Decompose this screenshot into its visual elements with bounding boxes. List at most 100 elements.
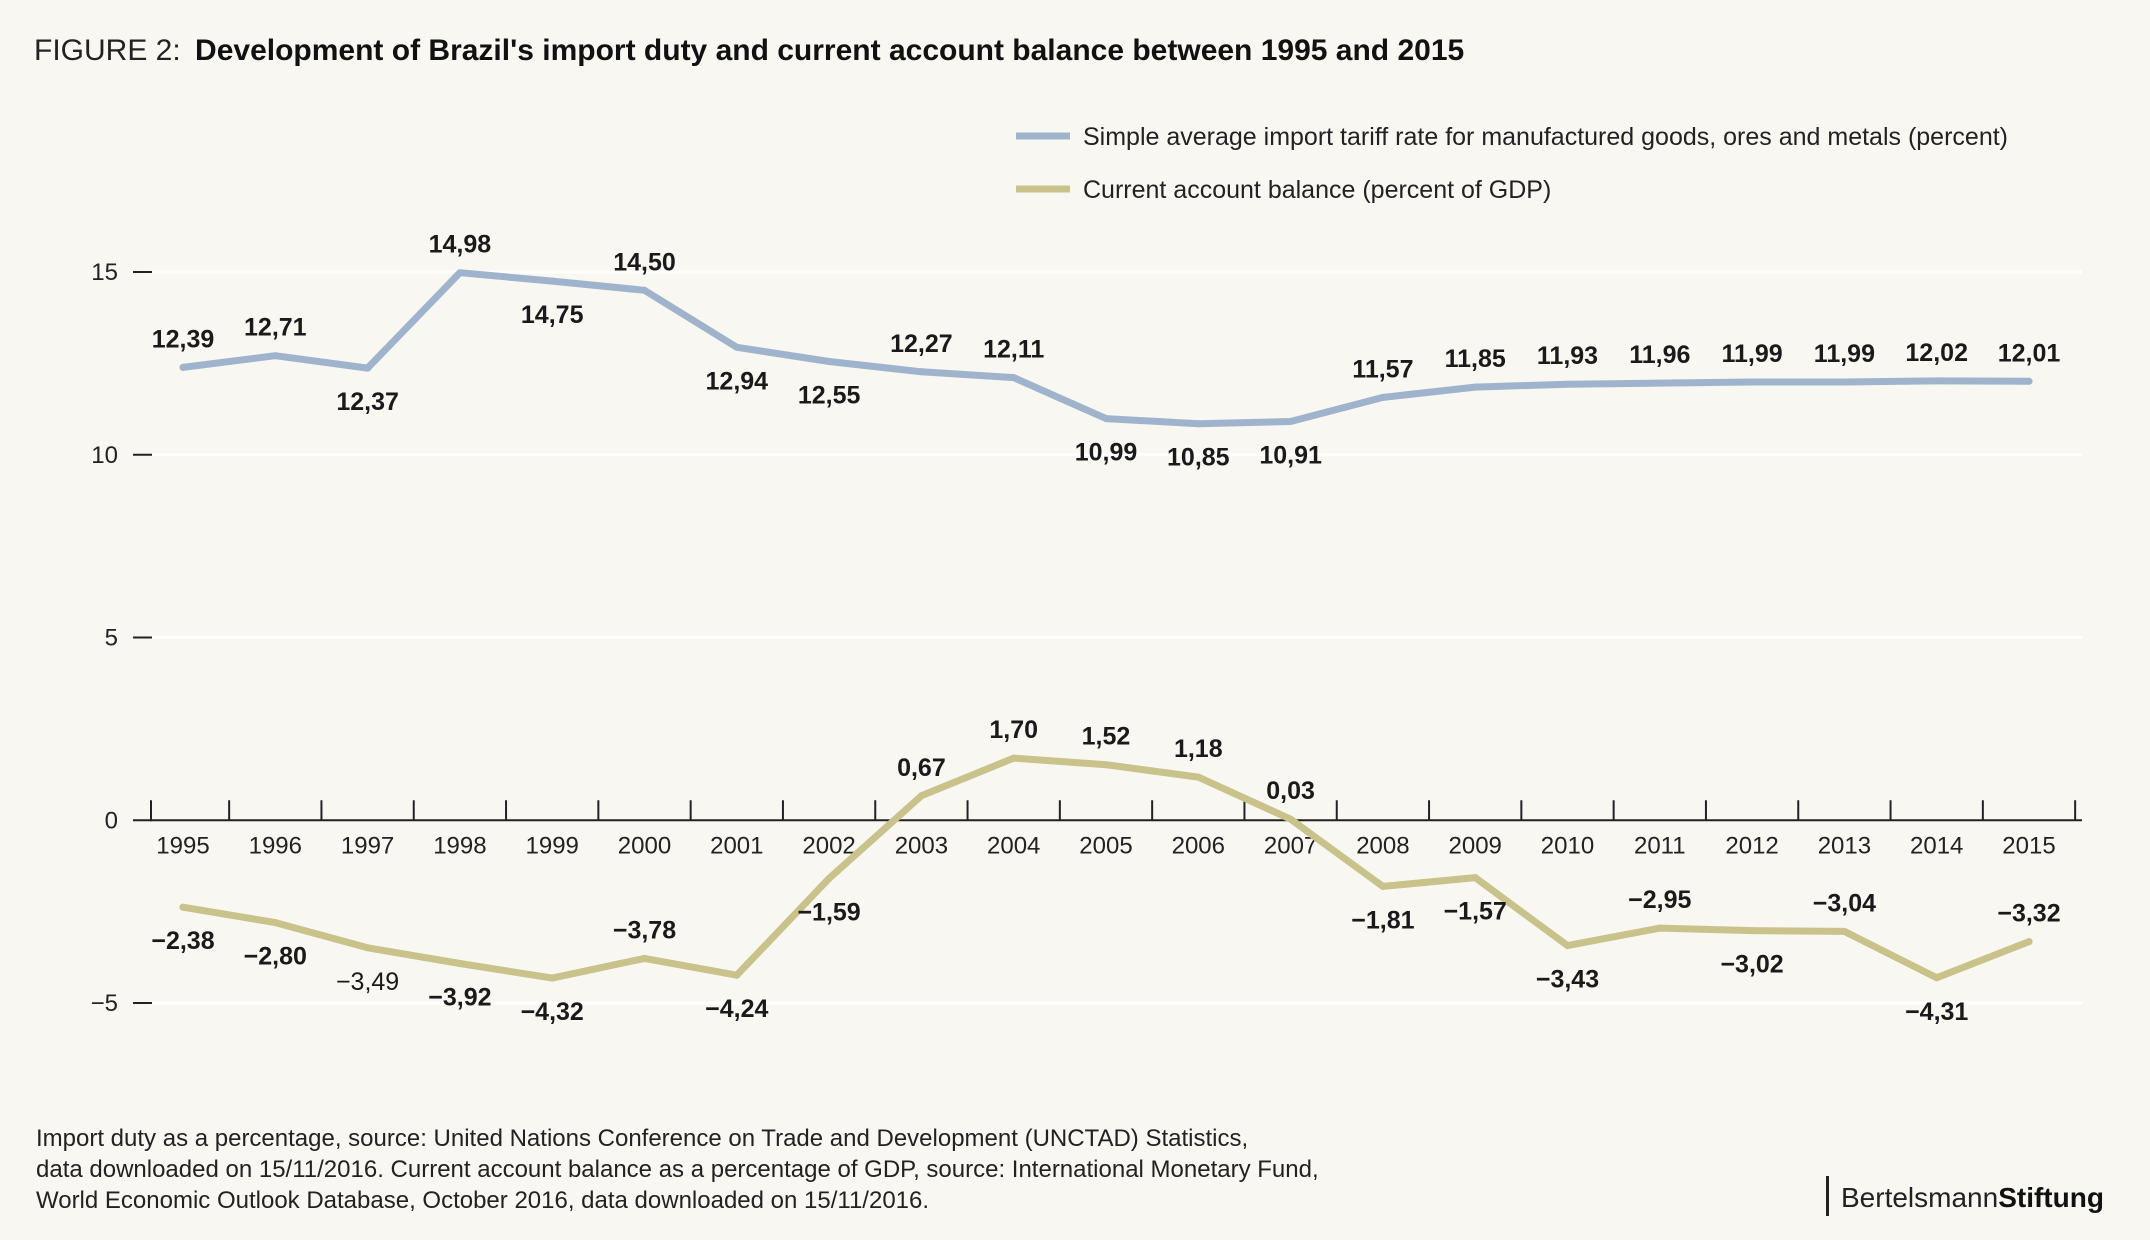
data-label: −3,32 [1997,900,2060,928]
x-tick-label: 2015 [2002,832,2055,859]
x-tick-label: 1997 [341,832,394,859]
x-tick-label: 1998 [433,832,486,859]
data-label: 0,67 [897,754,946,782]
x-tick-label: 2011 [1634,832,1686,859]
x-tick-label: 2003 [895,832,948,859]
data-label: 11,99 [1722,340,1783,368]
x-tick-label: 2014 [1910,832,1963,859]
source-line-2: data downloaded on 15/11/2016. Current a… [36,1156,1319,1183]
data-point [548,974,556,982]
data-point [641,954,648,962]
data-point [825,358,833,366]
data-label: 1,18 [1174,735,1223,763]
data-label: −3,43 [1536,966,1599,994]
brand-part-2: Stiftung [1998,1182,2104,1213]
x-tick-label: 2012 [1725,832,1778,859]
data-point [456,269,464,277]
legend-label-2: Current account balance (percent of GDP) [1083,176,1551,204]
data-label: −2,95 [1628,886,1691,914]
data-label: 14,98 [429,231,492,259]
x-tick-label: 1996 [249,832,302,859]
x-tick-label: 2013 [1818,832,1871,859]
y-tick-label: 0 [105,807,118,834]
data-point [1564,942,1571,950]
data-point [825,874,833,882]
data-label: 1,70 [989,716,1038,744]
data-point [1287,417,1295,425]
data-label: 12,11 [983,336,1044,364]
x-tick-label: 2010 [1541,832,1594,859]
x-tick-label: 2004 [987,832,1040,859]
data-label: 1,52 [1082,723,1131,751]
x-axis: 1995 1996 1997 1998 1999 2000 2001 2002 2003 2004… [150,800,2082,859]
data-point [641,286,648,294]
data-point [1379,882,1387,890]
data-label: −2,80 [244,943,307,971]
x-tick-label: 2008 [1356,832,1409,859]
y-axis: 15 10 5 0 −5 [91,259,152,1017]
legend: Simple average import tariff rate for ma… [1016,123,2008,204]
figure-label: FIGURE 2: [34,34,181,67]
data-label: 12,55 [798,382,861,410]
legend-label-1: Simple average import tariff rate for ma… [1083,123,2008,151]
data-label: −3,92 [428,984,491,1012]
x-tick-label: 1999 [526,832,579,859]
data-point [917,792,925,800]
data-label: 12,27 [890,330,953,358]
data-point [1102,761,1110,769]
data-label: 11,99 [1814,340,1875,368]
data-label: −4,32 [521,998,584,1026]
data-point [364,944,372,952]
y-tick-label: 5 [105,625,118,652]
data-point [1471,383,1479,391]
data-label: −2,38 [151,927,214,955]
data-point [456,960,464,968]
source-line-1: Import duty as a percentage, source: Uni… [36,1125,1248,1152]
data-label: 12,71 [244,314,307,342]
data-point [1287,815,1295,823]
data-point [271,352,279,360]
data-label: 12,94 [706,367,769,395]
data-point [364,364,372,372]
data-point [1748,378,1756,386]
data-label: 12,37 [336,388,399,416]
data-point [1840,927,1848,935]
data-point [1656,379,1664,387]
data-point [733,343,741,351]
data-label: 0,03 [1266,777,1315,805]
brand-wordmark: BertelsmannStiftung [1841,1182,2104,1213]
data-label: −3,02 [1720,951,1783,979]
data-label: 14,50 [613,248,676,276]
data-label: 10,91 [1259,441,1322,469]
series-layer [179,269,2033,982]
data-point [1933,974,1941,982]
data-point [1010,754,1018,762]
brand-part-1: Bertelsmann [1841,1182,1998,1213]
x-tick-label: 2000 [618,832,671,859]
data-label: −3,78 [613,916,676,944]
x-tick-label: 1995 [156,832,209,859]
data-label: 14,75 [521,301,584,329]
y-tick-label: 10 [91,442,118,469]
data-label: −4,31 [1905,998,1968,1026]
data-point [917,368,925,376]
data-point [179,903,187,911]
source-note: Import duty as a percentage, source: Uni… [36,1125,1319,1214]
data-point [271,919,279,927]
data-point [1471,874,1479,882]
x-tick-label: 2005 [1079,832,1132,859]
data-point [1656,924,1664,932]
data-label: 11,93 [1537,342,1598,370]
data-label: 10,99 [1075,439,1138,467]
x-tick-label: 2007 [1264,832,1317,859]
data-point [1564,380,1571,388]
data-point [1379,393,1387,401]
data-label: 11,96 [1629,341,1690,369]
data-point [733,971,741,979]
x-tick-label: 2001 [710,832,763,859]
source-line-3: World Economic Outlook Database, October… [36,1187,929,1214]
data-label: −1,81 [1351,906,1414,934]
data-label: −3,04 [1813,889,1876,917]
data-label: 12,39 [152,325,215,353]
